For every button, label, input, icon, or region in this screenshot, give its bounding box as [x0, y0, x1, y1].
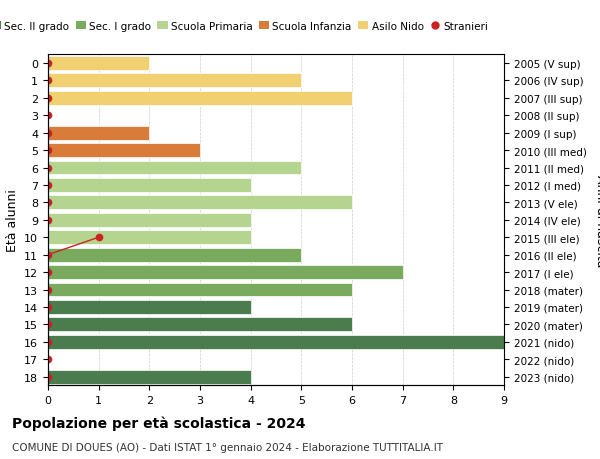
Bar [48, 248, 301, 262]
Bar [48, 57, 149, 71]
Bar [48, 161, 301, 175]
Bar [48, 74, 301, 88]
Y-axis label: Anni di nascita: Anni di nascita [595, 174, 600, 267]
Bar [48, 196, 352, 210]
Bar [48, 179, 251, 192]
Bar [48, 370, 251, 384]
Bar [48, 335, 504, 349]
Y-axis label: Età alunni: Età alunni [5, 189, 19, 252]
Legend: Sec. II grado, Sec. I grado, Scuola Primaria, Scuola Infanzia, Asilo Nido, Stran: Sec. II grado, Sec. I grado, Scuola Prim… [0, 17, 493, 36]
Bar [48, 144, 200, 158]
Bar [48, 92, 352, 106]
Bar [48, 126, 149, 140]
Bar [48, 318, 352, 332]
Bar [48, 231, 251, 245]
Text: COMUNE DI DOUES (AO) - Dati ISTAT 1° gennaio 2024 - Elaborazione TUTTITALIA.IT: COMUNE DI DOUES (AO) - Dati ISTAT 1° gen… [12, 442, 443, 452]
Bar [48, 266, 403, 280]
Text: Popolazione per età scolastica - 2024: Popolazione per età scolastica - 2024 [12, 415, 305, 430]
Bar [48, 283, 352, 297]
Bar [48, 300, 251, 314]
Bar [48, 213, 251, 227]
